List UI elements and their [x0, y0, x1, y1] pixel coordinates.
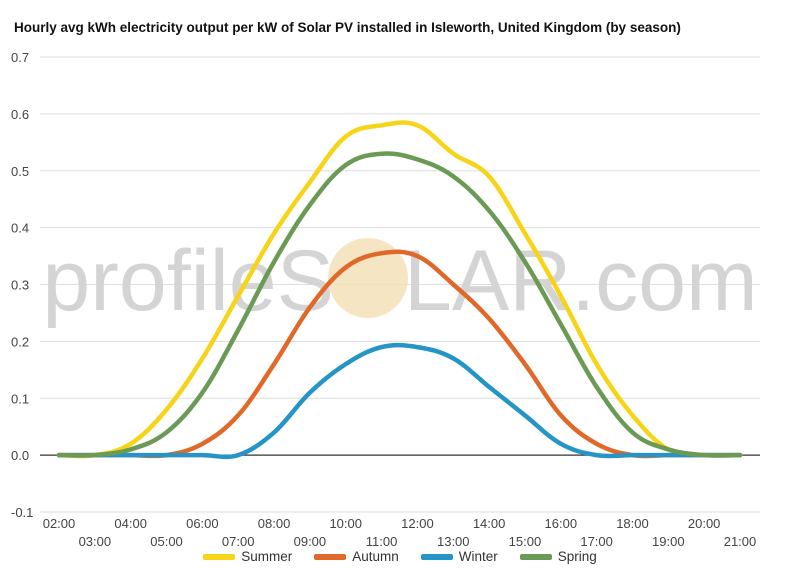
legend-label: Autumn — [352, 549, 399, 564]
legend-swatch — [203, 553, 236, 560]
chart-title: Hourly avg kWh electricity output per kW… — [14, 20, 681, 35]
x-tick-label: 07:00 — [222, 534, 255, 549]
watermark-text-right: LAR.com — [404, 233, 758, 329]
y-tick-label: 0.5 — [11, 164, 29, 179]
x-axis: 02:0003:0004:0005:0006:0007:0008:0009:00… — [43, 516, 757, 549]
legend-swatch — [420, 553, 453, 560]
legend-item-winter[interactable]: Winter — [420, 549, 498, 564]
x-tick-label: 14:00 — [473, 516, 506, 531]
y-tick-label: 0.0 — [11, 448, 29, 463]
watermark: profileS LAR.com — [42, 233, 757, 329]
series-line-winter — [56, 342, 743, 460]
x-tick-label: 15:00 — [509, 534, 542, 549]
x-tick-label: 11:00 — [366, 534, 398, 549]
y-tick-label: 0.6 — [11, 107, 29, 122]
y-axis: 0.7 0.6 0.5 0.4 0.3 0.2 0.1 0.0 -0.1 — [11, 50, 33, 520]
y-tick-label: 0.4 — [11, 221, 29, 236]
x-tick-label: 12:00 — [401, 516, 434, 531]
x-tick-label: 02:00 — [43, 516, 76, 531]
x-tick-label: 20:00 — [688, 516, 721, 531]
x-tick-label: 10:00 — [329, 516, 362, 531]
series-line-spring — [56, 151, 743, 458]
legend: Summer Autumn Winter Spring — [0, 549, 800, 564]
x-tick-label: 21:00 — [724, 534, 757, 549]
legend-item-autumn[interactable]: Autumn — [314, 549, 399, 564]
legend-label: Summer — [241, 549, 293, 564]
x-tick-label: 03:00 — [79, 534, 112, 549]
x-tick-label: 16:00 — [545, 516, 578, 531]
x-tick-label: 18:00 — [616, 516, 649, 531]
legend-item-summer[interactable]: Summer — [203, 549, 292, 564]
x-tick-label: 09:00 — [294, 534, 327, 549]
series-lines — [56, 120, 743, 460]
legend-label: Winter — [458, 549, 498, 564]
series-line-summer — [56, 120, 743, 459]
y-tick-label: 0.3 — [11, 278, 29, 293]
legend-swatch — [519, 553, 552, 560]
legend-swatch — [314, 553, 347, 560]
x-tick-label: 17:00 — [580, 534, 613, 549]
watermark-text-left: profileS — [42, 233, 334, 329]
legend-item-spring[interactable]: Spring — [519, 549, 597, 564]
x-tick-label: 06:00 — [186, 516, 219, 531]
y-tick-label: 0.1 — [11, 391, 29, 406]
y-tick-label: 0.2 — [11, 334, 29, 349]
legend-label: Spring — [557, 549, 597, 564]
x-tick-label: 05:00 — [150, 534, 183, 549]
watermark-sun-icon — [328, 238, 408, 318]
x-tick-label: 13:00 — [437, 534, 470, 549]
x-tick-label: 19:00 — [652, 534, 685, 549]
y-tick-label: 0.7 — [11, 50, 29, 65]
y-tick-label: -0.1 — [11, 505, 33, 520]
x-tick-label: 08:00 — [258, 516, 291, 531]
x-tick-label: 04:00 — [114, 516, 147, 531]
